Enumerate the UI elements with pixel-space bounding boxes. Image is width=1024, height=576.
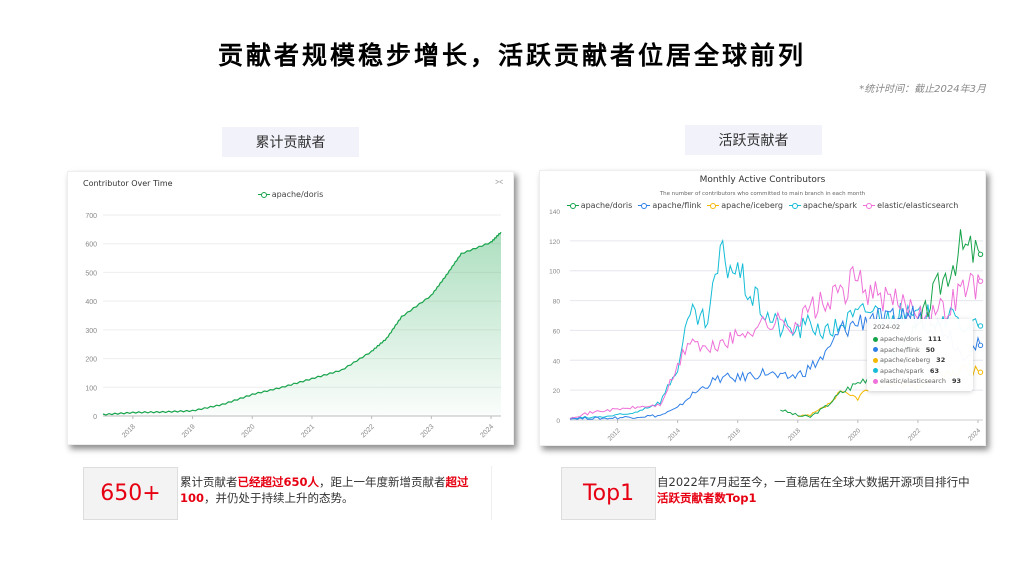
svg-text:500: 500 <box>85 270 97 277</box>
legend-item-doris[interactable]: apache/doris <box>566 201 632 210</box>
svg-text:300: 300 <box>85 328 97 335</box>
svg-text:140: 140 <box>549 209 560 216</box>
svg-text:20: 20 <box>553 388 561 395</box>
svg-text:700: 700 <box>85 213 97 220</box>
svg-text:200: 200 <box>85 357 97 364</box>
kpi-rank-value: Top1 <box>561 467 656 520</box>
svg-text:2014: 2014 <box>667 427 682 442</box>
monthly-active-contributors-card: Monthly Active Contributors The number o… <box>539 170 986 446</box>
kpi-contributors-description: 累计贡献者已经超过650人，距上一年度新增贡献者超过100，并仍处于持续上升的态… <box>180 475 469 505</box>
tooltip-row-elasticsearch: elastic/elasticsearch 93 <box>873 376 967 387</box>
page-title: 贡献者规模稳步增长，活跃贡献者位居全球前列 <box>217 41 806 70</box>
legend-item-iceberg[interactable]: apache/iceberg <box>707 201 783 210</box>
legend-marker-icon <box>707 202 720 210</box>
svg-text:2022: 2022 <box>907 427 922 442</box>
kpi-rank-description: 自2022年7月起至今，一直稳居在全球大数据开源项目排行中活跃贡献者数Top1 <box>657 475 970 505</box>
dot-icon <box>873 336 878 342</box>
svg-text:600: 600 <box>85 242 97 249</box>
svg-text:2020: 2020 <box>241 423 257 439</box>
kpi-contributors-value: 650+ <box>83 467 178 520</box>
legend-marker-icon <box>863 202 876 210</box>
chart-legend: apache/doris apache/flink apache/iceberg… <box>540 201 985 210</box>
line-chart[interactable]: 0 20 40 60 80 100 120 140 2012 2014 2016 2018 2020 20… <box>540 171 987 447</box>
legend-marker-icon <box>789 202 802 210</box>
tooltip-row-spark: apache/spark 63 <box>873 366 967 377</box>
stat-time-note: *统计时间：截止2024年3月 <box>859 84 986 95</box>
legend-marker-icon <box>638 202 651 210</box>
svg-text:0: 0 <box>556 418 560 425</box>
contributor-over-time-card: Contributor Over Time ⪥ apache/doris 0 10… <box>67 171 514 445</box>
chart-subtitle: The number of contributors who committed… <box>659 191 866 197</box>
dot-icon <box>873 347 878 353</box>
svg-text:2019: 2019 <box>181 423 197 439</box>
area-chart[interactable]: 0 100 200 300 400 500 600 700 2018 2019 2020 2021 20… <box>68 172 515 446</box>
svg-text:40: 40 <box>553 358 561 365</box>
legend-item-doris[interactable]: apache/doris <box>257 190 323 199</box>
tooltip-row-doris: apache/doris 111 <box>873 334 967 345</box>
legend-item-spark[interactable]: apache/spark <box>789 201 857 210</box>
svg-text:60: 60 <box>553 328 561 335</box>
svg-text:400: 400 <box>85 299 97 306</box>
svg-text:2024: 2024 <box>967 427 982 442</box>
tooltip-date: 2024-02 <box>873 323 901 331</box>
chart-tooltip: 2024-02 apache/doris 111 apache/flink 50 a… <box>867 319 973 391</box>
svg-text:0: 0 <box>93 414 97 421</box>
tooltip-row-flink: apache/flink 50 <box>873 345 967 356</box>
svg-text:2023: 2023 <box>420 423 436 439</box>
svg-text:2022: 2022 <box>360 423 376 439</box>
legend-marker-icon <box>566 202 579 210</box>
svg-text:100: 100 <box>85 385 97 392</box>
legend-item-flink[interactable]: apache/flink <box>638 201 701 210</box>
svg-text:2021: 2021 <box>300 423 316 439</box>
svg-text:2016: 2016 <box>727 427 742 442</box>
dot-icon <box>873 357 878 363</box>
dot-icon <box>873 378 878 384</box>
svg-text:120: 120 <box>549 239 560 246</box>
chart-title: Contributor Over Time <box>83 179 173 188</box>
svg-text:100: 100 <box>549 269 560 276</box>
dot-icon <box>873 368 878 374</box>
section-label-active: 活跃贡献者 <box>685 125 822 155</box>
svg-text:2012: 2012 <box>607 427 622 442</box>
share-icon[interactable]: ⪥ <box>495 177 503 187</box>
divider <box>491 466 492 520</box>
legend-marker-icon <box>257 191 270 199</box>
legend-item-elasticsearch[interactable]: elastic/elasticsearch <box>863 201 958 210</box>
svg-text:2020: 2020 <box>847 427 862 442</box>
svg-text:80: 80 <box>553 299 561 306</box>
tooltip-row-iceberg: apache/iceberg 32 <box>873 355 967 366</box>
chart-title: Monthly Active Contributors <box>699 175 826 185</box>
section-label-cumulative: 累计贡献者 <box>222 127 359 157</box>
svg-text:2024: 2024 <box>479 423 495 439</box>
chart-legend: apache/doris <box>68 190 513 199</box>
svg-text:2018: 2018 <box>121 423 137 439</box>
svg-text:2018: 2018 <box>787 427 802 442</box>
